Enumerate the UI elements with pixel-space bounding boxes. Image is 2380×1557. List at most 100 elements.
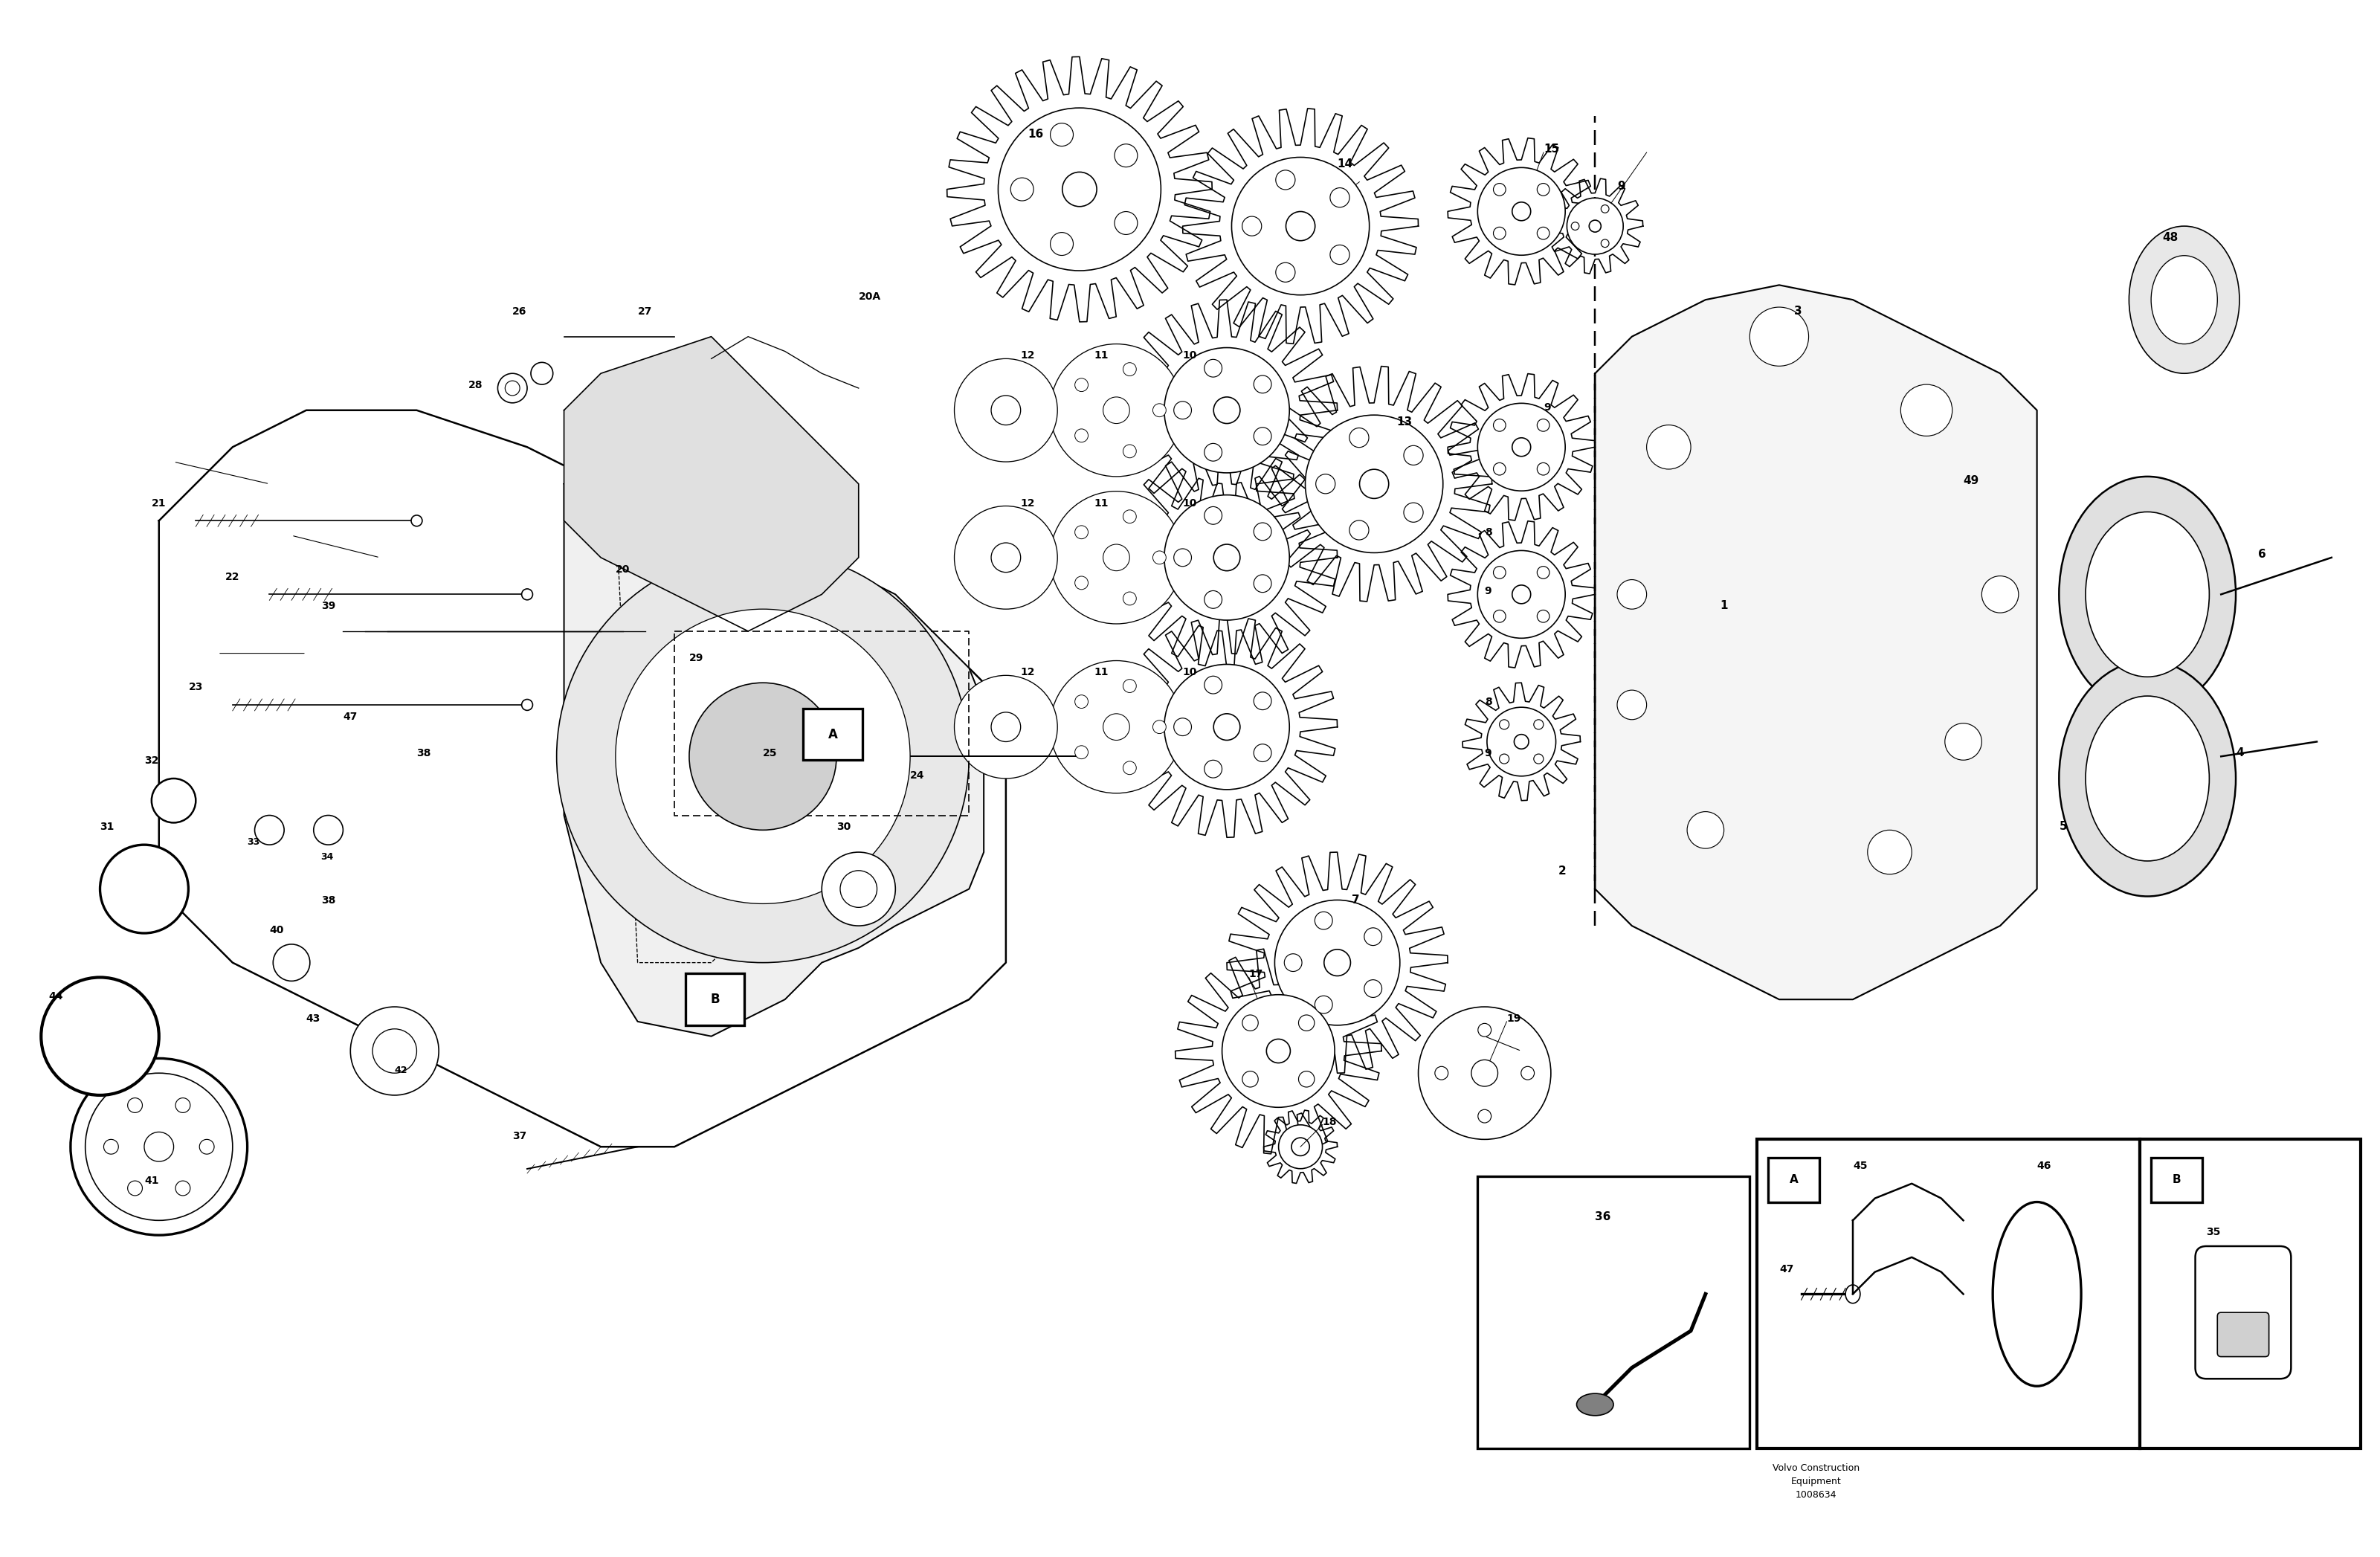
Ellipse shape <box>412 515 421 526</box>
Circle shape <box>1076 576 1088 590</box>
Circle shape <box>1102 545 1130 571</box>
Circle shape <box>1123 592 1135 606</box>
Ellipse shape <box>521 699 533 710</box>
Polygon shape <box>1183 109 1418 344</box>
Text: 6: 6 <box>2259 548 2266 561</box>
Text: 31: 31 <box>100 822 114 833</box>
Circle shape <box>1404 503 1423 522</box>
Circle shape <box>531 363 552 385</box>
Circle shape <box>1050 232 1073 255</box>
Circle shape <box>1471 1060 1497 1087</box>
Text: 9: 9 <box>1485 749 1492 758</box>
Text: 38: 38 <box>321 895 336 906</box>
Text: 28: 28 <box>469 380 483 391</box>
Circle shape <box>1902 385 1952 436</box>
Circle shape <box>1204 676 1221 694</box>
Text: 8: 8 <box>1485 528 1492 537</box>
Polygon shape <box>1116 301 1338 520</box>
Text: 5: 5 <box>2059 821 2066 833</box>
Polygon shape <box>1547 179 1642 274</box>
Text: 44: 44 <box>48 992 62 1001</box>
Text: 21: 21 <box>152 498 167 508</box>
Circle shape <box>1114 212 1138 235</box>
Text: 27: 27 <box>638 307 652 316</box>
Circle shape <box>1152 721 1166 733</box>
Circle shape <box>1278 1124 1323 1169</box>
FancyBboxPatch shape <box>804 708 862 760</box>
Circle shape <box>557 550 969 962</box>
Circle shape <box>954 676 1057 778</box>
Circle shape <box>1749 307 1809 366</box>
Text: 35: 35 <box>2206 1227 2221 1238</box>
Circle shape <box>86 1073 233 1221</box>
Text: 3: 3 <box>1795 305 1802 316</box>
Polygon shape <box>159 409 1007 1148</box>
Circle shape <box>1537 462 1549 475</box>
Circle shape <box>1123 511 1135 523</box>
Circle shape <box>821 852 895 926</box>
Circle shape <box>1602 206 1609 213</box>
Text: 8: 8 <box>1485 696 1492 707</box>
Circle shape <box>1537 184 1549 196</box>
Circle shape <box>1076 746 1088 758</box>
Circle shape <box>176 1180 190 1196</box>
Ellipse shape <box>521 589 533 599</box>
Circle shape <box>1566 198 1623 254</box>
Circle shape <box>1478 1023 1492 1037</box>
Circle shape <box>1435 1067 1447 1079</box>
Text: 12: 12 <box>1021 350 1035 361</box>
Circle shape <box>1152 551 1166 564</box>
Circle shape <box>1285 954 1302 972</box>
Polygon shape <box>1447 374 1595 520</box>
Circle shape <box>1285 212 1316 241</box>
Circle shape <box>1647 425 1690 469</box>
Circle shape <box>1123 679 1135 693</box>
Text: 40: 40 <box>269 925 283 936</box>
Circle shape <box>1687 811 1723 849</box>
Text: 47: 47 <box>1780 1264 1795 1274</box>
Circle shape <box>1602 240 1609 248</box>
Circle shape <box>1076 694 1088 708</box>
Circle shape <box>1492 419 1507 431</box>
Circle shape <box>1123 363 1135 375</box>
Text: 36: 36 <box>1595 1211 1611 1222</box>
Text: 16: 16 <box>1028 129 1045 140</box>
Text: 30: 30 <box>835 822 850 833</box>
Circle shape <box>990 712 1021 741</box>
Circle shape <box>1364 928 1383 945</box>
Text: 29: 29 <box>690 652 704 663</box>
Polygon shape <box>564 462 983 1037</box>
Circle shape <box>1076 428 1088 442</box>
Text: 43: 43 <box>307 1014 321 1025</box>
Circle shape <box>1511 438 1530 456</box>
Circle shape <box>1276 263 1295 282</box>
Circle shape <box>145 1132 174 1162</box>
Circle shape <box>1242 1015 1259 1031</box>
Circle shape <box>1123 761 1135 774</box>
Circle shape <box>1152 403 1166 417</box>
Polygon shape <box>1176 948 1380 1154</box>
Circle shape <box>505 381 519 395</box>
Circle shape <box>1299 1015 1314 1031</box>
Circle shape <box>1364 979 1383 998</box>
Ellipse shape <box>2085 696 2209 861</box>
Text: 49: 49 <box>1963 475 1980 486</box>
Circle shape <box>1254 427 1271 445</box>
Text: A: A <box>828 727 838 741</box>
Circle shape <box>1521 1067 1535 1079</box>
Text: 7: 7 <box>1352 895 1359 906</box>
Text: 33: 33 <box>248 838 259 847</box>
Circle shape <box>1204 760 1221 778</box>
Polygon shape <box>1116 617 1338 838</box>
Circle shape <box>1173 718 1192 736</box>
Text: 9: 9 <box>1616 181 1626 192</box>
Circle shape <box>105 1140 119 1154</box>
Text: A: A <box>1790 1174 1799 1185</box>
Circle shape <box>1204 506 1221 525</box>
Text: B: B <box>709 993 719 1006</box>
Circle shape <box>40 978 159 1095</box>
Circle shape <box>1404 445 1423 466</box>
FancyBboxPatch shape <box>2140 1140 2361 1448</box>
Text: 46: 46 <box>2037 1160 2052 1171</box>
Ellipse shape <box>2152 255 2218 344</box>
